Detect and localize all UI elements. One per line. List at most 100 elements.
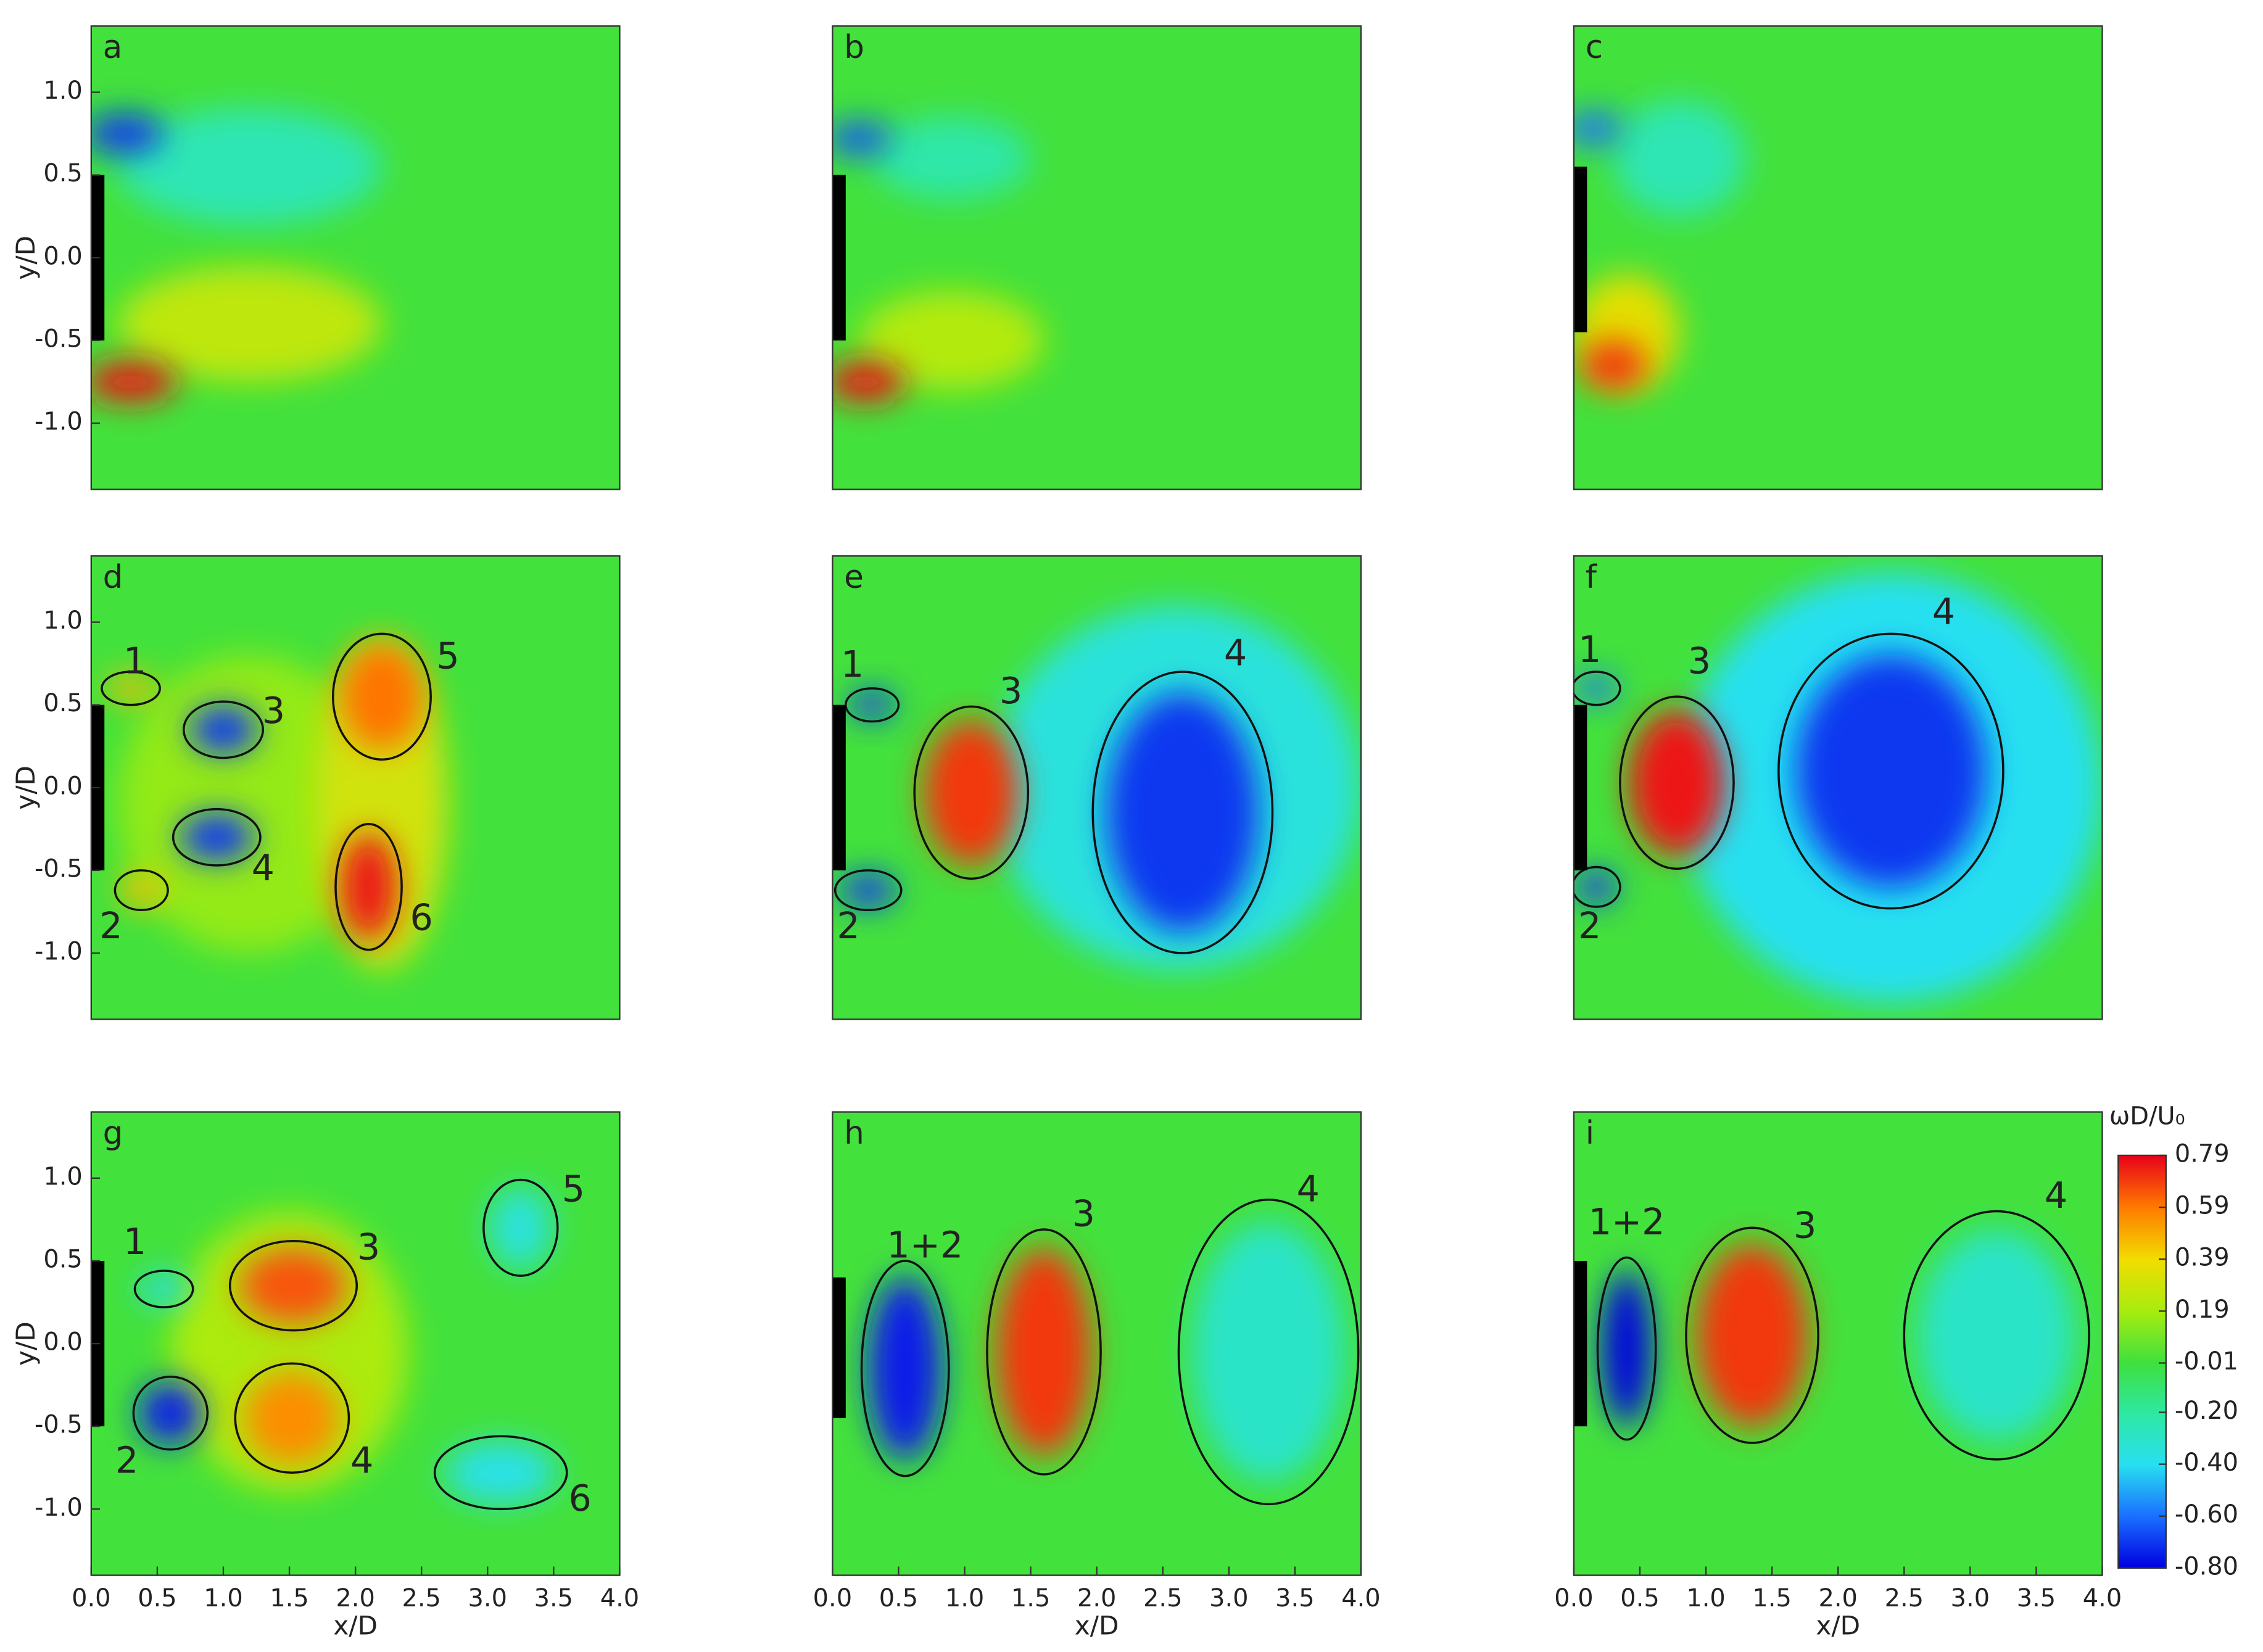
x-tick-label: 0.0 <box>813 1584 852 1613</box>
y-axis-label: y/D <box>10 236 41 280</box>
panel-label: a <box>103 29 123 66</box>
colorbar-tick-label: 0.39 <box>2175 1244 2230 1272</box>
plot-frame <box>832 25 1362 490</box>
vortex-label: 3 <box>1793 1204 1816 1246</box>
vortex-label: 5 <box>436 635 459 677</box>
vortex-outline <box>1619 695 1735 870</box>
vortex-core <box>341 833 397 941</box>
x-tick-label: 2.5 <box>1885 1584 1924 1613</box>
vortex-core <box>1628 709 1726 856</box>
field <box>1573 100 1746 390</box>
vortex-outline <box>133 1270 194 1308</box>
x-tick-label: 3.0 <box>468 1584 507 1613</box>
vortex-label: 3 <box>262 690 285 732</box>
vortex-label: 2 <box>837 905 859 947</box>
vortex-field <box>117 266 382 382</box>
vortex-label: 4 <box>1224 632 1247 674</box>
panel: a 1.0 0.5 0.0 -0.5 -1.0 y/D <box>10 25 621 490</box>
x-tick-label: 1.5 <box>270 1584 308 1613</box>
field <box>1573 572 2103 1003</box>
y-tick-label: 0.0 <box>43 772 82 800</box>
panel-label: g <box>103 1115 123 1152</box>
y-tick-label: 0.5 <box>43 1245 82 1273</box>
vortex-label: 3 <box>1688 640 1711 682</box>
vortex-outline <box>433 1435 568 1511</box>
y-tick-label: 0.5 <box>43 159 82 188</box>
plot-area <box>91 26 620 490</box>
cylinder-body <box>1573 704 1587 870</box>
vortex-outline <box>1596 1256 1657 1441</box>
colorbar-tick-label: 0.59 <box>2175 1192 2230 1220</box>
y-tick-label: 1.0 <box>43 76 82 105</box>
vortex-label: 2 <box>1578 905 1601 947</box>
vortex-field <box>117 109 382 225</box>
plot-area <box>832 26 1361 490</box>
panel-label: i <box>1586 1115 1594 1152</box>
vortex-core <box>444 1442 557 1504</box>
x-tick-label: 4.0 <box>600 1584 639 1613</box>
y-tick-label: -0.5 <box>35 1411 83 1439</box>
vortex-core <box>840 873 896 907</box>
vortex-core <box>118 873 164 907</box>
field <box>834 605 1361 970</box>
vortex-label: 4 <box>2045 1175 2067 1216</box>
plot-frame <box>832 555 1362 1020</box>
vortex-label: 1 <box>123 1221 146 1263</box>
vortex-outline <box>1177 1198 1360 1506</box>
panel-label: c <box>1586 29 1603 66</box>
field <box>1596 1210 2090 1461</box>
panel: 1+2 3 4 h 0.0 0.5 1.0 1.5 2.0 2.5 3.0 3.5 4.0 x/D <box>813 1111 1381 1641</box>
x-tick-label: 0.0 <box>1554 1584 1593 1613</box>
cylinder-body <box>832 175 846 341</box>
cylinder-body <box>832 704 846 870</box>
vortex-core <box>1918 1229 2075 1441</box>
x-tick-label: 4.0 <box>1341 1584 1380 1613</box>
vortex-core <box>850 690 895 719</box>
x-tick-label: 3.5 <box>534 1584 573 1613</box>
y-tick-label: 1.0 <box>43 606 82 635</box>
vortex-core <box>1795 654 1987 888</box>
x-tick-label: 0.5 <box>1620 1584 1659 1613</box>
vortex-label: 4 <box>350 1439 373 1481</box>
cylinder-body <box>1573 1260 1587 1427</box>
vortex-label: 1 <box>841 643 864 685</box>
vortex-field <box>1613 100 1746 217</box>
plot-area <box>1573 26 2103 490</box>
vortex-field <box>872 117 1031 200</box>
colorbar <box>2117 1154 2167 1569</box>
vortex-outline <box>172 807 262 867</box>
x-tick-label: 0.5 <box>879 1584 918 1613</box>
colorbar-tick-label: 0.79 <box>2175 1139 2230 1168</box>
vortex-label: 3 <box>357 1226 380 1268</box>
x-tick-label: 3.5 <box>1275 1584 1314 1613</box>
panel: 1 2 3 4 e <box>832 555 1362 1020</box>
vortex-core <box>1106 693 1259 932</box>
vortex-outline <box>482 1178 559 1277</box>
colorbar-tick-label: -0.80 <box>2175 1552 2238 1580</box>
panel-label: e <box>844 559 864 596</box>
cylinder-body <box>1573 167 1587 332</box>
vortex-outline <box>234 1362 350 1474</box>
x-tick-label: 2.5 <box>402 1584 441 1613</box>
y-tick-label: 0.0 <box>43 242 82 270</box>
colorbar-tick-label: 0.19 <box>2175 1295 2230 1324</box>
x-tick-label: 3.0 <box>1209 1584 1248 1613</box>
x-tick-label: 1.0 <box>204 1584 242 1613</box>
field <box>101 632 449 970</box>
vortex-label: 5 <box>562 1168 585 1210</box>
vortex-core <box>106 674 156 703</box>
vortex-core <box>189 706 257 754</box>
x-tick-label: 2.0 <box>336 1584 374 1613</box>
vortex-label: 2 <box>99 905 122 947</box>
field <box>91 109 382 402</box>
vortex-core <box>139 1273 189 1305</box>
y-tick-label: -1.0 <box>35 408 83 436</box>
vortex-label: 1+2 <box>1589 1201 1665 1243</box>
colorbar-tick-label: -0.01 <box>2175 1347 2238 1376</box>
vortex-field <box>859 291 1045 390</box>
vortex-core <box>180 813 254 862</box>
plot-frame <box>1573 25 2103 490</box>
x-tick-label: 3.0 <box>1951 1584 1990 1613</box>
vortex-outline <box>228 1240 358 1332</box>
y-axis-label: y/D <box>10 1321 41 1366</box>
